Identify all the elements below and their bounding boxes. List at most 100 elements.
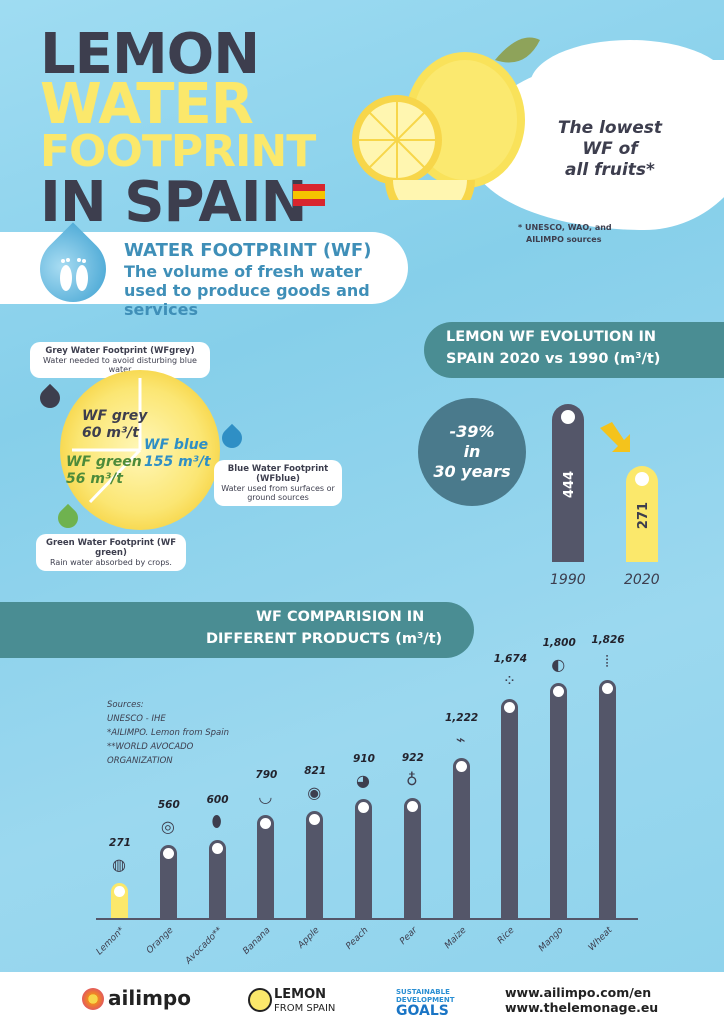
- lemon-slice-segments: [72, 378, 142, 504]
- change-text: in: [463, 442, 481, 461]
- bar-cap-dot: [211, 842, 223, 854]
- bar-cap-dot: [260, 817, 272, 829]
- comparison-bar: [306, 810, 324, 918]
- lemon-illustration: [352, 37, 540, 200]
- definition-subtitle: The volume of fresh water used to produc…: [124, 262, 370, 319]
- bar-cap-dot: [602, 682, 613, 694]
- wf-green-name: WF green: [66, 454, 142, 470]
- footprint-toe: [668, 175, 688, 193]
- lowest-wf-callout: The lowest WF of all fruits*: [540, 118, 680, 181]
- wf-blue-name: WF blue: [144, 437, 209, 453]
- bar-cap-dot: [162, 847, 174, 859]
- avocado-icon: ⬮: [211, 811, 222, 831]
- evolution-year-label: 1990: [550, 572, 586, 588]
- comparison-bar: [501, 699, 519, 918]
- footer: [0, 972, 724, 1024]
- banana-icon: ◡: [258, 786, 273, 806]
- chart-baseline: [96, 918, 638, 920]
- sdg-line: DEVELOPMENT: [396, 996, 455, 1004]
- wf-grey-label: WF grey 60 m³/t: [82, 408, 147, 442]
- bar-cap-dot: [114, 885, 125, 897]
- maize-icon: ⌁: [455, 730, 466, 750]
- apple-icon: ◉: [307, 782, 322, 802]
- comparison-category-label: Mango: [537, 925, 566, 954]
- comparison-bar-value: 790: [255, 768, 278, 781]
- comparison-bar: [111, 882, 128, 918]
- comparison-bar: [452, 758, 470, 918]
- page-title: LEMON WATER FOOTPRINT IN SPAIN: [40, 22, 316, 231]
- blue-drop-icon: [217, 423, 247, 453]
- bar-cap-dot: [358, 802, 369, 814]
- change-badge: -39% in 30 years: [418, 398, 526, 506]
- lemon-from-spain-brand: LEMON FROM SPAIN: [274, 988, 335, 1015]
- evolution-title-line: SPAIN 2020 vs 1990 (m³/t): [446, 351, 661, 367]
- comparison-bar-value: 922: [401, 751, 424, 764]
- down-arrow-icon: [600, 422, 630, 452]
- wf-blue-label: WF blue 155 m³/t: [144, 437, 211, 471]
- blue-wf-info-box: Blue Water Footprint (WFblue) Water used…: [214, 460, 342, 506]
- evolution-bar-2020: [626, 465, 658, 562]
- callout-sources: * UNESCO, WAO, and AILIMPO sources: [518, 222, 628, 246]
- grey-box-desc: Water needed to avoid disturbing blue wa…: [43, 356, 197, 374]
- footer-links: www.ailimpo.com/en www.thelemonage.eu: [505, 985, 658, 1015]
- bar-cap-dot: [309, 813, 321, 825]
- comparison-title-line: WF COMPARISION IN: [256, 609, 425, 625]
- title-line: FOOTPRINT: [40, 126, 316, 177]
- wf-green-label: WF green 56 m³/t: [66, 454, 142, 488]
- footprints-icon: [60, 258, 88, 291]
- ailimpo-brand: ailimpo: [108, 986, 191, 1010]
- definition-title: WATER FOOTPRINT (WF): [124, 240, 372, 261]
- comparison-bar: [159, 844, 177, 918]
- comparison-bar-value: 1,826: [591, 633, 625, 646]
- evolution-title: LEMON WF EVOLUTION IN SPAIN 2020 vs 1990…: [446, 326, 660, 370]
- comparison-category-label: Rice: [496, 925, 517, 947]
- comparison-bar: [599, 679, 616, 918]
- wf-grey-name: WF grey: [82, 408, 148, 424]
- source-line: UNESCO - IHE: [107, 714, 166, 724]
- pear-icon: ♁: [405, 769, 418, 789]
- source-line: ORGANIZATION: [107, 756, 173, 766]
- comparison-bar-value: 821: [304, 764, 327, 777]
- spain-flag-icon: [293, 184, 325, 206]
- wf-blue-value: 155 m³/t: [144, 454, 211, 470]
- ailimpo-link[interactable]: www.ailimpo.com/en: [505, 985, 652, 1000]
- comparison-category-label: Banana: [241, 925, 273, 957]
- comparison-category-label: Avocado**: [183, 925, 225, 967]
- wheat-icon: ⦙: [605, 651, 609, 671]
- grey-box-title: Grey Water Footprint (WFgrey): [45, 346, 195, 356]
- comparison-category-label: Apple: [296, 925, 322, 951]
- callout-sources-line: * UNESCO, WAO, and: [518, 223, 612, 232]
- bar-cap-dot: [504, 702, 516, 714]
- comparison-bar-value: 560: [157, 798, 180, 811]
- evolution-bar-value: 444: [562, 470, 578, 499]
- footprint-toe: [690, 160, 706, 175]
- comparison-title-line: DIFFERENT PRODUCTS (m³/t): [206, 631, 443, 647]
- evolution-bar-value: 271: [636, 501, 652, 529]
- wf-green-value: 56 m³/t: [66, 471, 123, 487]
- green-wf-info-box: Green Water Footprint (WF green) Rain wa…: [36, 534, 186, 571]
- lemonage-link[interactable]: www.thelemonage.eu: [505, 1000, 659, 1015]
- comparison-bar-value: 1,674: [493, 653, 527, 666]
- bar-cap-dot: [561, 410, 575, 424]
- rice-icon: ⁘: [502, 671, 517, 691]
- brand-line: LEMON: [274, 987, 327, 1002]
- green-box-title: Green Water Footprint (WF green): [45, 538, 177, 558]
- sdg-line: SUSTAINABLE: [396, 988, 450, 996]
- lemon-from-spain-logo-icon: [248, 988, 272, 1012]
- title-line: LEMON: [40, 22, 260, 87]
- comparison-bar: [208, 839, 226, 918]
- green-box-desc: Rain water absorbed by crops.: [50, 558, 172, 567]
- comparison-bar-value: 910: [353, 753, 375, 766]
- bar-cap-dot: [455, 761, 467, 773]
- sdg-logo: SUSTAINABLE DEVELOPMENT GOALS: [396, 988, 466, 1018]
- footprint-toe: [640, 190, 666, 212]
- comparison-category-label: Peach: [344, 925, 371, 952]
- comparison-title: WF COMPARISION IN DIFFERENT PRODUCTS (m³…: [206, 606, 442, 650]
- blue-box-title: Blue Water Footprint (WFblue): [227, 464, 329, 484]
- evolution-title-line: LEMON WF EVOLUTION IN: [446, 329, 657, 345]
- comparison-bar: [355, 799, 372, 918]
- comparison-bar: [403, 797, 421, 918]
- lemon-icon: ◍: [112, 854, 126, 874]
- infographic-poster: The lowest WF of all fruits* * UNESCO, W…: [0, 0, 724, 972]
- comparison-bar: [257, 814, 275, 918]
